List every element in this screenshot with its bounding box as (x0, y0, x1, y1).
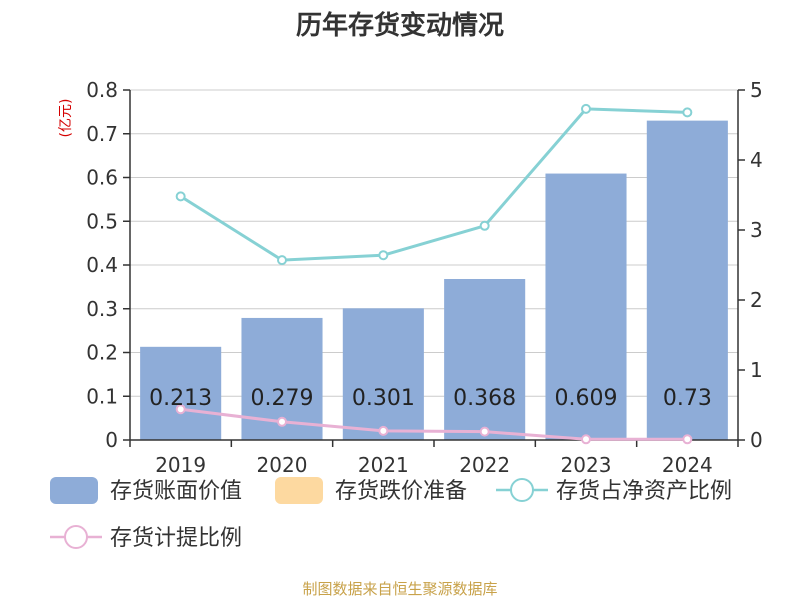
bar-inventory-book-value (342, 308, 424, 440)
left-axis-tick-label: 0 (105, 428, 118, 452)
x-axis-category-label: 2023 (561, 453, 612, 477)
bar-data-label: 0.73 (663, 386, 712, 411)
legend-marker (64, 525, 88, 549)
data-labels: 0.213 0.279 0.301 0.368 0.609 0.73 (149, 386, 712, 411)
line-point-3 (479, 426, 490, 437)
x-axis-category-label: 2020 (257, 453, 308, 477)
line-series-3 (180, 407, 688, 441)
right-axis-tick-label: 0 (750, 428, 763, 452)
line-point-2 (175, 191, 186, 202)
right-axis-tick-label: 2 (750, 288, 763, 312)
legend-marker (510, 478, 534, 502)
left-axis-tick-label: 0.6 (86, 166, 118, 190)
bar-data-label: 0.279 (251, 386, 314, 411)
line-point-2 (277, 255, 287, 266)
left-axis-tick-label: 0.2 (86, 341, 118, 365)
bar-data-label: 0.213 (149, 386, 212, 411)
bar-data-label: 0.609 (555, 386, 618, 411)
left-axis-tick-label: 0.4 (86, 253, 118, 277)
legend-label: 存货计提比例 (110, 526, 242, 551)
line-point-2 (581, 103, 591, 114)
line-series-2 (179, 107, 688, 262)
right-axis-tick-label: 4 (750, 148, 763, 172)
left-axis-tick-label: 0.7 (86, 122, 118, 146)
legend-label: 存货占净资产比例 (556, 479, 732, 504)
left-axis-tick-label: 0.8 (86, 78, 118, 102)
gridlines (130, 89, 738, 397)
line-point-2 (682, 107, 693, 118)
left-axis-tick-label: 0.3 (86, 297, 118, 321)
left-axis-tick-label: 0.1 (86, 384, 118, 408)
right-axis-tick-label: 3 (750, 218, 763, 242)
line-series (175, 103, 693, 445)
x-axis-category-label: 2021 (358, 453, 409, 477)
line-point-3 (277, 416, 287, 427)
y-axis-unit-label: (亿元) (58, 99, 74, 138)
source-note: 制图数据来自恒生聚源数据库 (302, 580, 497, 598)
bar-inventory-book-value (444, 279, 526, 440)
bar-data-label: 0.368 (453, 386, 516, 411)
bar-inventory-book-value (646, 120, 728, 440)
line-point-3 (581, 434, 591, 445)
bar-inventory-book-value (140, 346, 222, 440)
bar-inventory-book-value (545, 173, 627, 440)
axes: 0 0.1 0.2 0.3 0.4 0.5 0.6 0.7 0.8 0 1 2 3 4 5 2019 2020 2… (86, 78, 763, 477)
line-point-3 (378, 425, 389, 436)
legend-swatch (50, 477, 98, 504)
right-axis-tick-label: 5 (750, 78, 763, 102)
x-axis-category-label: 2019 (155, 453, 206, 477)
bar-data-label: 0.301 (352, 386, 415, 411)
legend-label: 存货账面价值 (110, 479, 242, 504)
left-axis-tick-label: 0.5 (86, 209, 118, 233)
legend-swatch (275, 477, 323, 504)
line-point-3 (682, 434, 693, 445)
legend-label: 存货跌价准备 (335, 479, 467, 504)
x-axis-category-label: 2024 (662, 453, 713, 477)
line-point-2 (479, 220, 490, 231)
line-point-2 (378, 250, 389, 261)
right-axis-tick-label: 1 (750, 358, 763, 382)
bar-series (140, 120, 728, 440)
line-point-3 (175, 404, 186, 415)
x-axis-category-label: 2022 (459, 453, 510, 477)
chart-title: 历年存货变动情况 (296, 10, 504, 41)
